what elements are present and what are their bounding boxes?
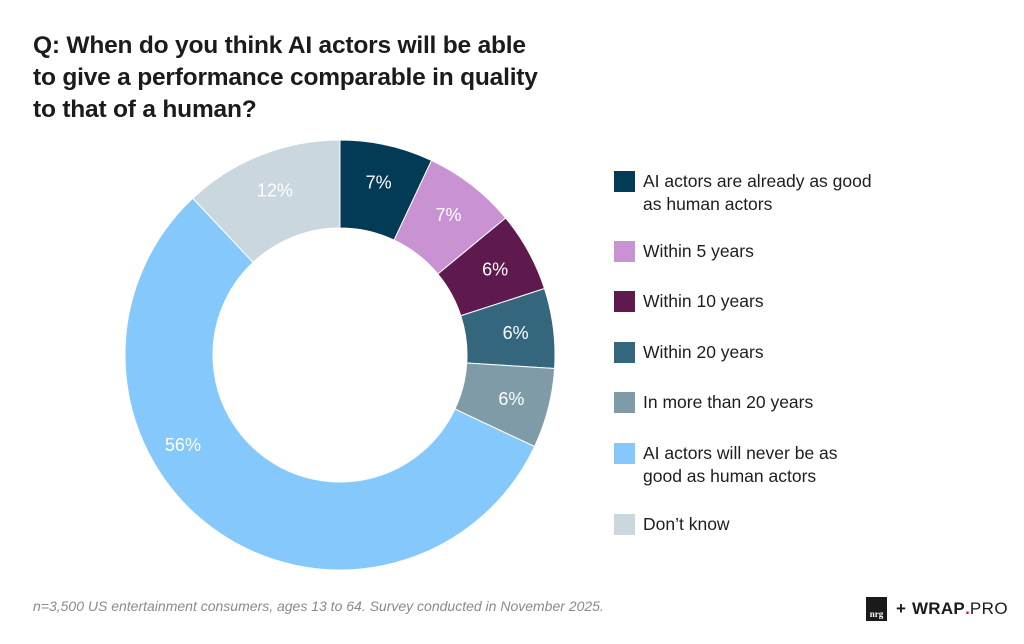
title-line-3: to that of a human? (33, 96, 257, 123)
slice-value-label: 12% (257, 180, 293, 200)
legend-swatch (614, 171, 635, 192)
legend-label: Within 10 years (643, 290, 903, 313)
legend-swatch (614, 514, 635, 535)
title-line-1: Q: When do you think AI actors will be a… (33, 32, 526, 59)
slice-value-label: 7% (366, 172, 392, 192)
slice-value-label: 7% (435, 205, 461, 225)
legend-swatch (614, 392, 635, 413)
legend-swatch (614, 291, 635, 312)
logo-plus: + (896, 599, 906, 618)
legend-label-line: Don’t know (643, 514, 730, 534)
legend-label: AI actors will never be as good as human … (643, 442, 903, 488)
legend-label-line: Within 20 years (643, 342, 764, 362)
slice-value-label: 56% (165, 435, 201, 455)
legend-label: Don’t know (643, 513, 903, 536)
legend-label: In more than 20 years (643, 391, 903, 414)
legend-swatch (614, 342, 635, 363)
legend-label-line: AI actors will never be as (643, 443, 838, 463)
legend-swatch (614, 241, 635, 262)
legend-label: Within 20 years (643, 341, 903, 364)
legend-swatch (614, 443, 635, 464)
donut-slice (192, 139, 341, 264)
legend-item: AI actors are already as good as human ac… (614, 170, 903, 216)
wrap-logo-dot: . (965, 599, 970, 618)
legend-item: Within 10 years (614, 290, 903, 313)
footnote: n=3,500 US entertainment consumers, ages… (33, 598, 604, 614)
legend-item: Within 5 years (614, 240, 903, 263)
legend-label-line: good as human actors (643, 466, 817, 486)
slice-value-label: 6% (498, 389, 524, 409)
legend-label-line: AI actors are already as good (643, 171, 872, 191)
nrg-logo: nrg (866, 597, 887, 621)
slice-value-label: 6% (482, 260, 508, 280)
legend-label-line: Within 5 years (643, 241, 754, 261)
brand-logos: nrg + WRAP. PRO (866, 597, 1008, 621)
legend-item: In more than 20 years (614, 391, 903, 414)
legend-item: AI actors will never be as good as human … (614, 442, 903, 488)
donut-slice (124, 197, 536, 571)
legend-label: AI actors are already as good as human ac… (643, 170, 903, 216)
legend-label-line: In more than 20 years (643, 392, 814, 412)
chart-title: Q: When do you think AI actors will be a… (33, 30, 633, 126)
legend-item: Don’t know (614, 513, 903, 536)
wrap-logo-pro: PRO (969, 599, 1009, 618)
title-line-2: to give a performance comparable in qual… (33, 64, 538, 91)
legend-label: Within 5 years (643, 240, 903, 263)
legend-label-line: Within 10 years (643, 291, 764, 311)
slice-value-label: 6% (503, 323, 529, 343)
legend-item: Within 20 years (614, 341, 903, 364)
legend-label-line: as human actors (643, 194, 773, 214)
wrap-logo: WRAP (911, 599, 966, 618)
